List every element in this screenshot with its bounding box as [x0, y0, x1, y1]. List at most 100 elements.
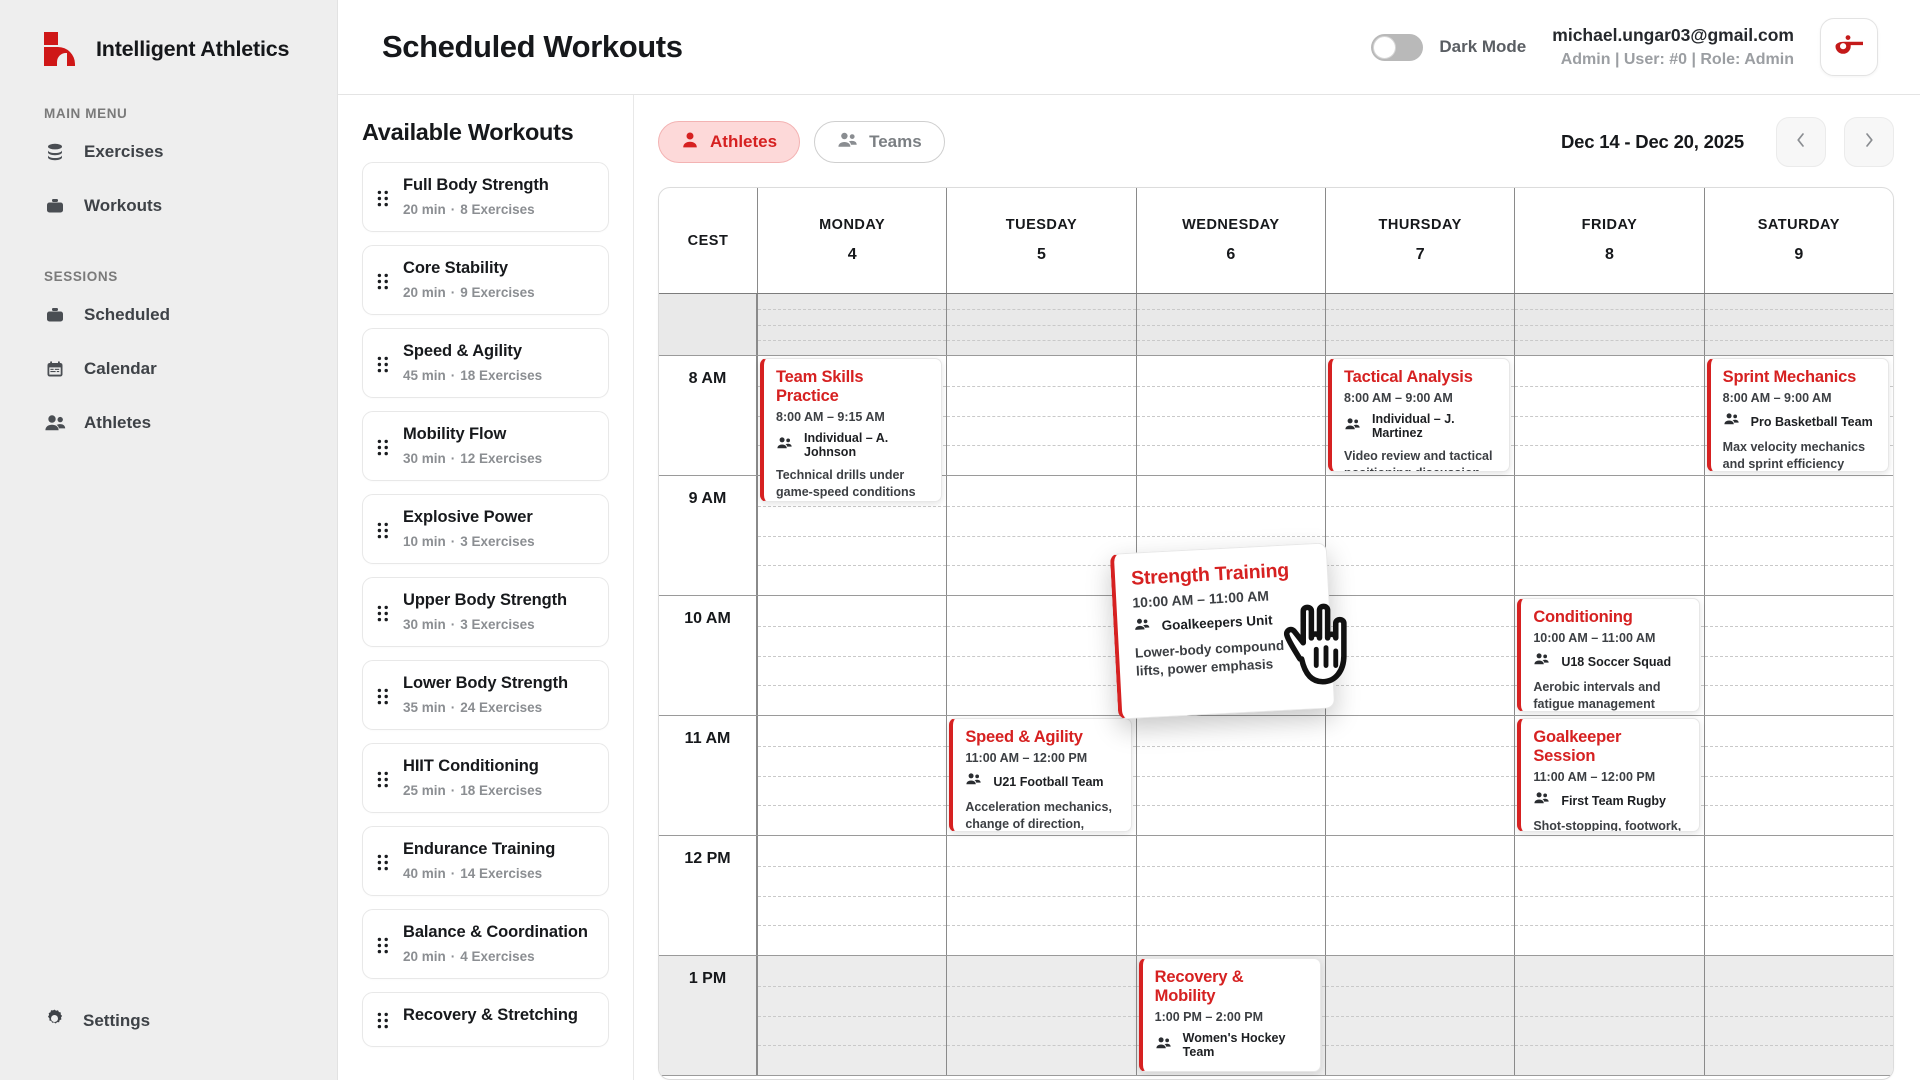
next-week-button[interactable]: [1844, 117, 1894, 167]
drag-handle-icon[interactable]: [377, 923, 391, 964]
time-slot[interactable]: [757, 836, 947, 955]
workout-meta: 20 min · 4 Exercises: [403, 949, 535, 964]
sidebar-item-scheduled[interactable]: Scheduled: [0, 292, 337, 338]
workout-card[interactable]: Explosive Power 10 min · 3 Exercises: [362, 494, 609, 564]
time-slot[interactable]: [1324, 294, 1515, 355]
day-header-monday[interactable]: MONDAY 4: [757, 188, 946, 293]
sidebar-item-workouts[interactable]: Workouts: [0, 183, 337, 229]
day-name: WEDNESDAY: [1182, 217, 1280, 233]
prev-week-button[interactable]: [1776, 117, 1826, 167]
drag-handle-icon[interactable]: [377, 674, 391, 715]
time-slot[interactable]: [1514, 476, 1704, 595]
time-slot[interactable]: [1135, 294, 1325, 355]
time-slot[interactable]: [946, 956, 1136, 1075]
time-slot[interactable]: [946, 356, 1136, 475]
chevron-right-icon: [1863, 131, 1875, 154]
event-time: 11:00 AM – 12:00 PM: [1533, 770, 1656, 784]
workout-card[interactable]: Speed & Agility 45 min · 18 Exercises: [362, 328, 609, 398]
tab-athletes[interactable]: Athletes: [658, 121, 801, 163]
time-slot[interactable]: [946, 596, 1136, 715]
dark-mode-toggle[interactable]: [1371, 33, 1424, 61]
time-slot[interactable]: [1135, 836, 1325, 955]
workout-card[interactable]: Recovery & Stretching: [362, 992, 609, 1047]
sidebar-item-calendar[interactable]: Calendar: [0, 346, 337, 392]
time-slot[interactable]: [757, 716, 947, 835]
time-slot[interactable]: [1135, 716, 1325, 835]
calendar-event[interactable]: Sprint Mechanics 8:00 AM – 9:00 AM Pro Bas…: [1706, 358, 1889, 472]
sidebar-spacer: [0, 446, 337, 998]
day-header-friday[interactable]: FRIDAY 8: [1514, 188, 1703, 293]
time-slot[interactable]: [1324, 476, 1515, 595]
drag-handle-icon[interactable]: [377, 591, 391, 632]
calendar-event[interactable]: Conditioning 10:00 AM – 11:00 AM U18 Socce…: [1517, 598, 1700, 712]
workout-card[interactable]: Lower Body Strength 35 min · 24 Exercises: [362, 660, 609, 730]
time-slot[interactable]: [757, 294, 947, 355]
workout-card[interactable]: Full Body Strength 20 min · 8 Exercises: [362, 162, 609, 232]
day-header-wednesday[interactable]: WEDNESDAY 6: [1135, 188, 1325, 293]
sidebar-item-exercises[interactable]: Exercises: [0, 129, 337, 175]
time-slot[interactable]: [1135, 356, 1325, 475]
day-header-tuesday[interactable]: TUESDAY 5: [946, 188, 1135, 293]
workout-card[interactable]: Upper Body Strength 30 min · 3 Exercises: [362, 577, 609, 647]
time-slot[interactable]: [1324, 596, 1515, 715]
day-header-thursday[interactable]: THURSDAY 7: [1324, 188, 1514, 293]
workout-card[interactable]: Mobility Flow 30 min · 12 Exercises: [362, 411, 609, 481]
time-slot[interactable]: [757, 596, 947, 715]
time-slot[interactable]: [946, 294, 1136, 355]
date-range: Dec 14 - Dec 20, 2025: [1561, 131, 1744, 152]
sidebar-item-settings[interactable]: Settings: [0, 998, 337, 1044]
drag-handle-icon[interactable]: [377, 840, 391, 881]
workout-meta: 20 min · 9 Exercises: [403, 285, 535, 300]
calendar-event[interactable]: Tactical Analysis 8:00 AM – 9:00 AM Indivi…: [1328, 358, 1511, 472]
calendar-event[interactable]: Recovery & Mobility 1:00 PM – 2:00 PM Wome…: [1138, 958, 1321, 1072]
time-slot[interactable]: [946, 476, 1136, 595]
events-layer: Team Skills Practice 8:00 AM – 9:15 AM Ind…: [757, 294, 1893, 1079]
workout-name: Speed & Agility: [403, 342, 522, 360]
sidebar: Intelligent Athletics MAIN MENU Exercise…: [0, 0, 338, 1080]
calendar-event[interactable]: Goalkeeper Session 11:00 AM – 12:00 PM Fir…: [1517, 718, 1700, 832]
dark-mode-control[interactable]: Dark Mode: [1371, 33, 1526, 61]
time-slot[interactable]: [1324, 716, 1515, 835]
time-slot[interactable]: [1703, 956, 1893, 1075]
time-slot[interactable]: [1703, 596, 1893, 715]
dragging-event-card[interactable]: Strength Training 10:00 AM – 11:00 AM Goal…: [1109, 542, 1336, 720]
main-area: Scheduled Workouts Dark Mode michael.ung…: [338, 0, 1920, 1080]
calendar-event[interactable]: Speed & Agility 11:00 AM – 12:00 PM U21 Fo…: [949, 718, 1132, 832]
time-slot[interactable]: [1703, 476, 1893, 595]
time-slot[interactable]: [1514, 956, 1704, 1075]
avatar[interactable]: [1820, 18, 1878, 76]
time-slot[interactable]: [946, 836, 1136, 955]
workout-card[interactable]: Endurance Training 40 min · 14 Exercises: [362, 826, 609, 896]
attendee-name: First Team Rugby: [1561, 793, 1666, 808]
tab-teams[interactable]: Teams: [814, 121, 945, 163]
time-slot[interactable]: [757, 956, 947, 1075]
attendee-name: Pro Basketball Team: [1750, 414, 1873, 429]
time-slot[interactable]: [1703, 716, 1893, 835]
drag-handle-icon[interactable]: [377, 508, 391, 549]
time-slot[interactable]: [1324, 956, 1515, 1075]
people-icon: [1344, 417, 1361, 436]
workout-card[interactable]: HIIT Conditioning 25 min · 18 Exercises: [362, 743, 609, 813]
time-slot[interactable]: [1703, 294, 1893, 355]
time-slot[interactable]: [757, 476, 947, 595]
workout-name: Mobility Flow: [403, 425, 507, 443]
workout-card[interactable]: Core Stability 20 min · 9 Exercises: [362, 245, 609, 315]
drag-handle-icon[interactable]: [377, 176, 391, 217]
time-slot[interactable]: [1324, 836, 1515, 955]
drag-handle-icon[interactable]: [377, 757, 391, 798]
day-header-saturday[interactable]: SATURDAY 9: [1703, 188, 1893, 293]
time-slot[interactable]: [1514, 836, 1704, 955]
hour-row-11-am: 11 AM: [659, 716, 1893, 836]
drag-handle-icon[interactable]: [377, 1006, 391, 1032]
hour-row-12-pm: 12 PM: [659, 836, 1893, 956]
calendar-event[interactable]: Team Skills Practice 8:00 AM – 9:15 AM Ind…: [760, 358, 943, 502]
workout-card[interactable]: Balance & Coordination 20 min · 4 Exercises: [362, 909, 609, 979]
time-slot[interactable]: [1514, 356, 1704, 475]
drag-handle-icon[interactable]: [377, 342, 391, 383]
sidebar-item-athletes[interactable]: Athletes: [0, 400, 337, 446]
drag-handle-icon[interactable]: [377, 259, 391, 300]
drag-handle-icon[interactable]: [377, 425, 391, 466]
hour-label: 8 AM: [659, 356, 757, 475]
time-slot[interactable]: [1514, 294, 1704, 355]
time-slot[interactable]: [1703, 836, 1893, 955]
